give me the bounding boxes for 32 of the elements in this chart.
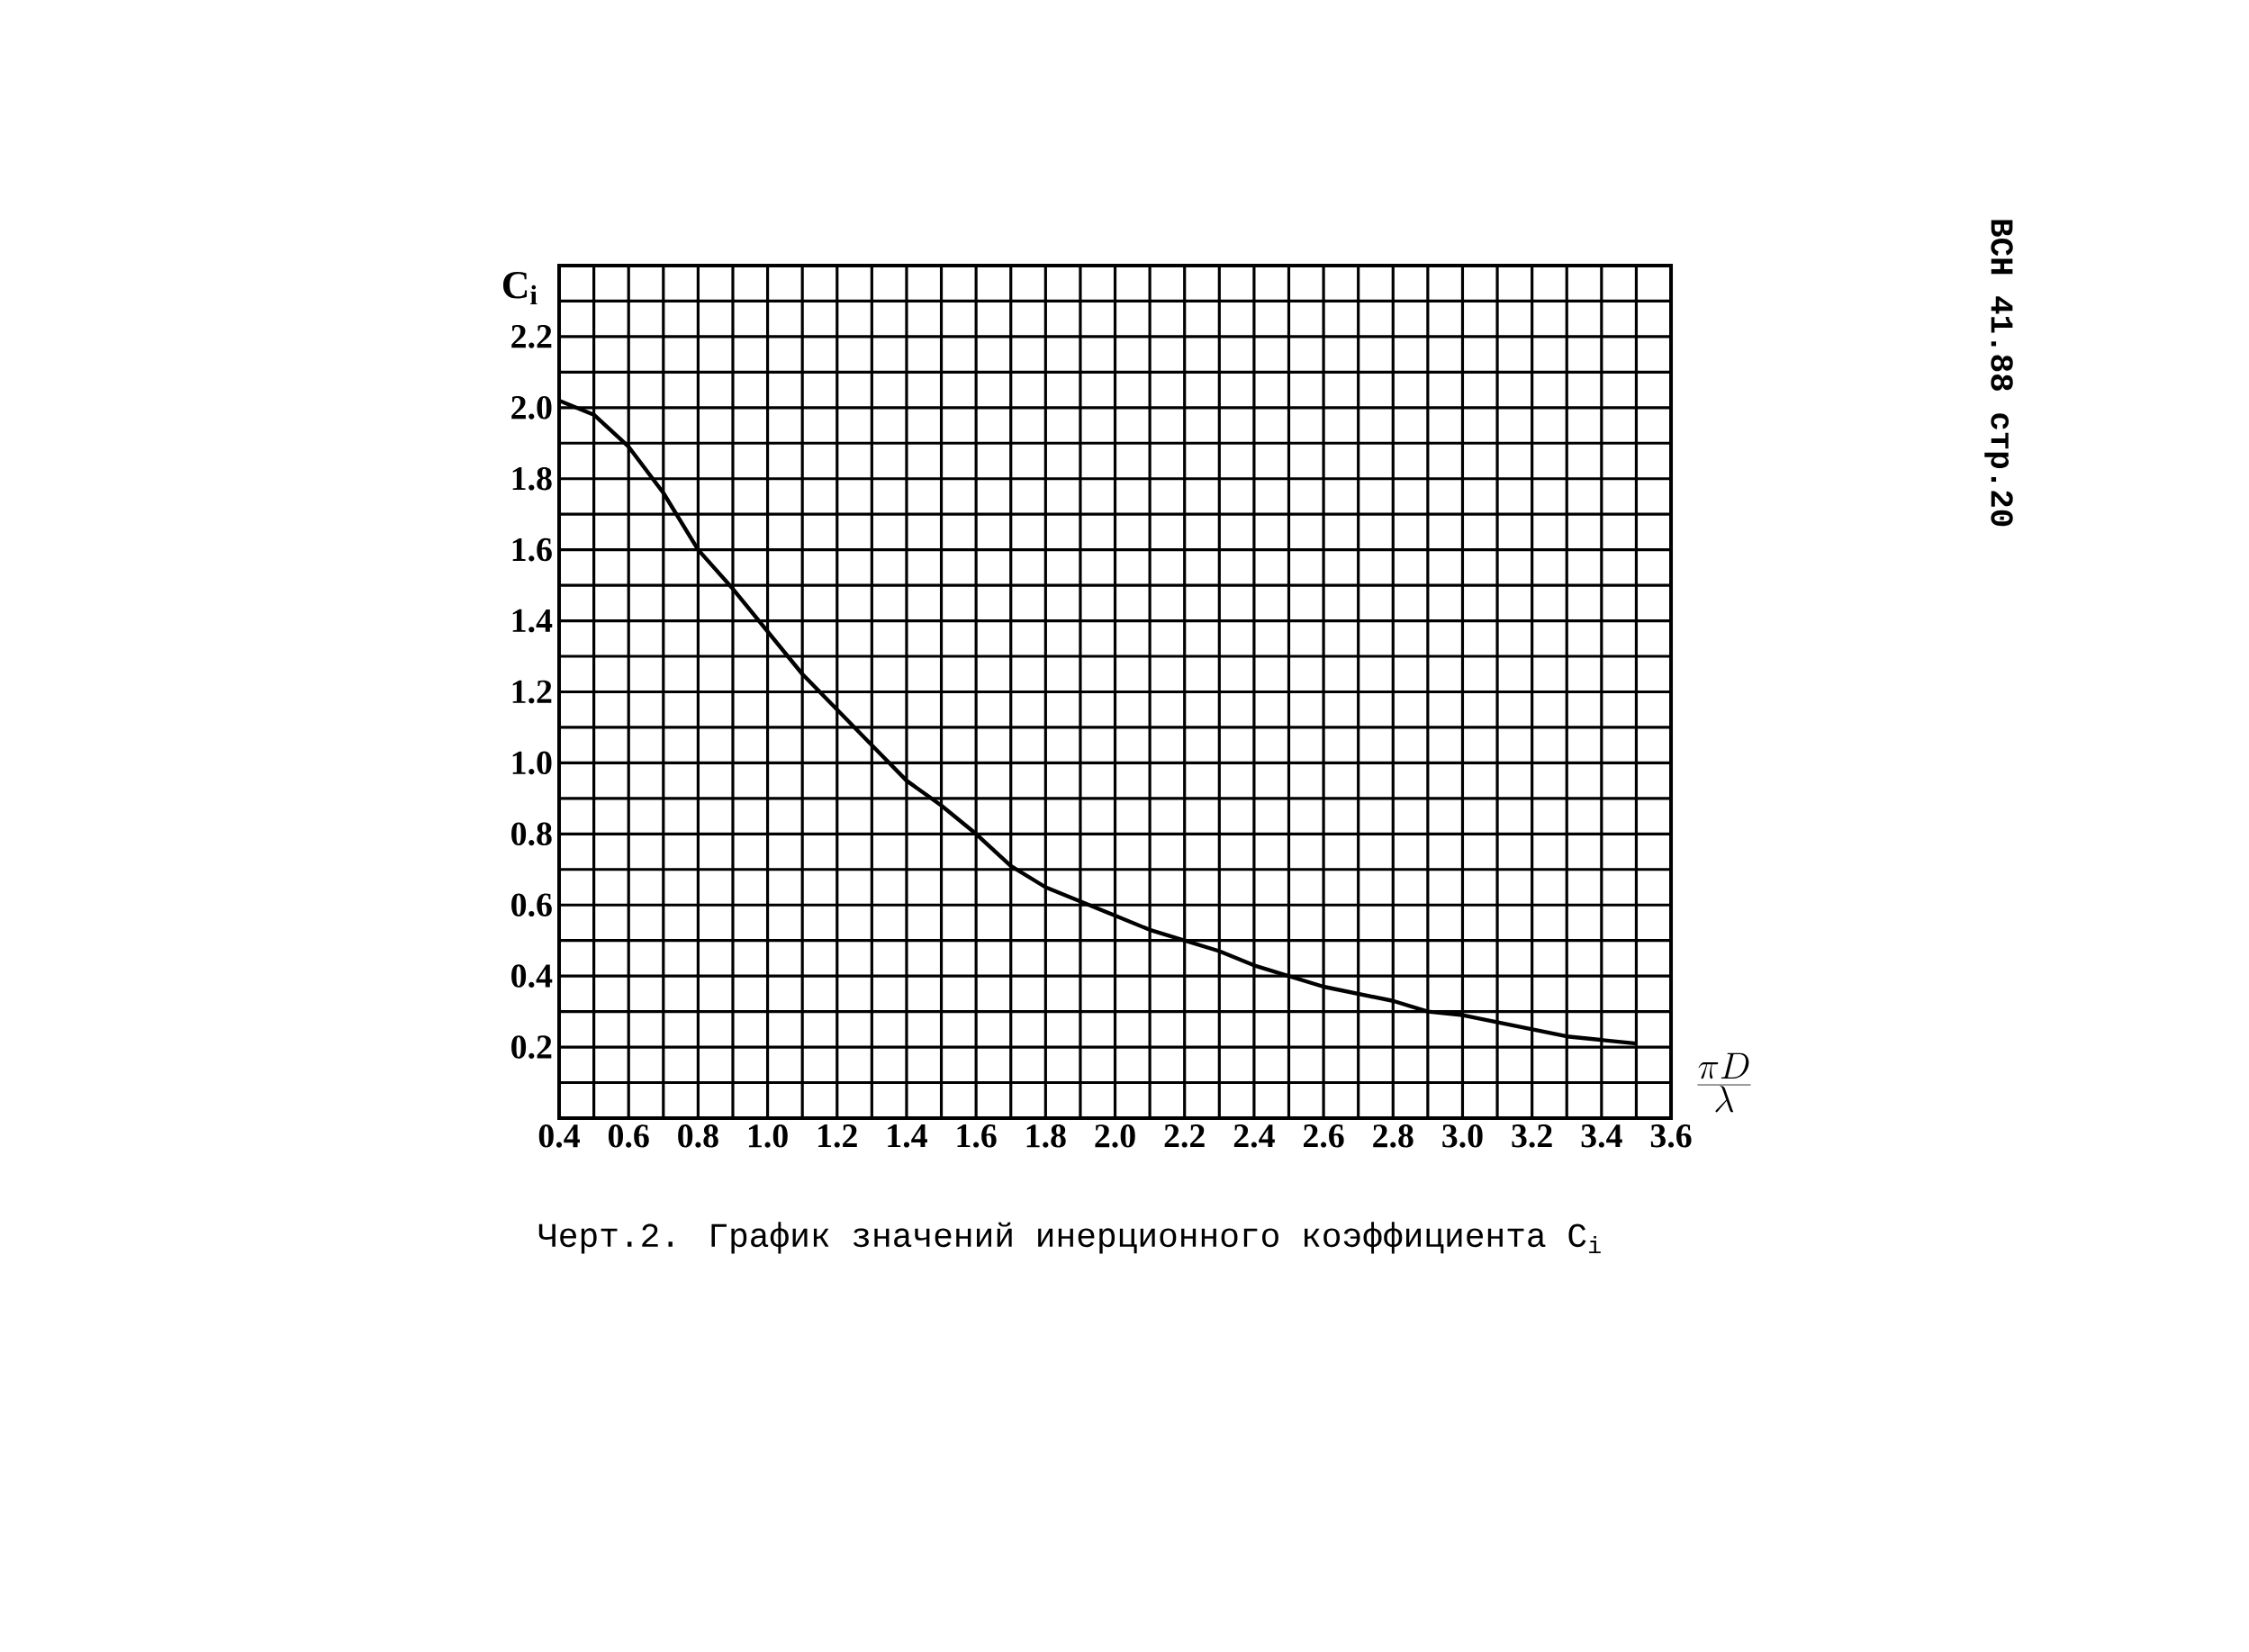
x-tick-label: 1.6 [957,1124,997,1148]
y-tick-label: 0.2 [511,1035,552,1059]
x-tick-label: 1.8 [1026,1124,1066,1148]
y-tick-label: 2.2 [511,325,552,348]
x-tick-label: 3.6 [1650,1124,1692,1148]
x-tick-label: 1.2 [818,1124,857,1148]
y-axis-title: C$_{i}$ [502,272,537,305]
text: ВСН 41.88 стр.20 [1984,220,2013,527]
x-tick-label: 0.4 [538,1124,580,1148]
y-tick-label: 1.8 [512,466,552,491]
x-tick-label: 2.0 [1095,1124,1135,1148]
x-tick-label: 2.4 [1233,1124,1275,1148]
text: Черт.2. График значений инерционного коэффициента C$_{i}$ [538,1222,1601,1254]
y-tick-label: 1.6 [512,537,552,562]
x-tick-label: 2.6 [1304,1124,1344,1148]
x-tick-label: 2.2 [1164,1124,1205,1148]
y-tick-label: 1.2 [512,680,552,704]
y-tick-label: 0.8 [511,822,552,846]
y-tick-label: 1.4 [512,609,553,633]
x-axis-title: $\frac{\pi D}{\lambda}$ [1697,1052,1751,1113]
x-tick-label: 0.6 [608,1124,649,1148]
x-tick-label: 2.8 [1373,1124,1414,1148]
y-tick-label: 0.4 [511,964,553,988]
x-tick-label: 3.2 [1512,1124,1552,1148]
x-tick-label: 3.0 [1442,1124,1483,1148]
x-tick-label: 1.0 [748,1124,788,1148]
y-tick-label: 0.6 [511,893,552,917]
x-tick-label: 3.4 [1581,1124,1622,1148]
x-tick-label: 0.8 [678,1124,718,1148]
y-tick-label: 2.0 [511,395,552,420]
y-tick-label: 1.0 [512,751,552,775]
x-tick-label: 1.4 [888,1124,927,1148]
